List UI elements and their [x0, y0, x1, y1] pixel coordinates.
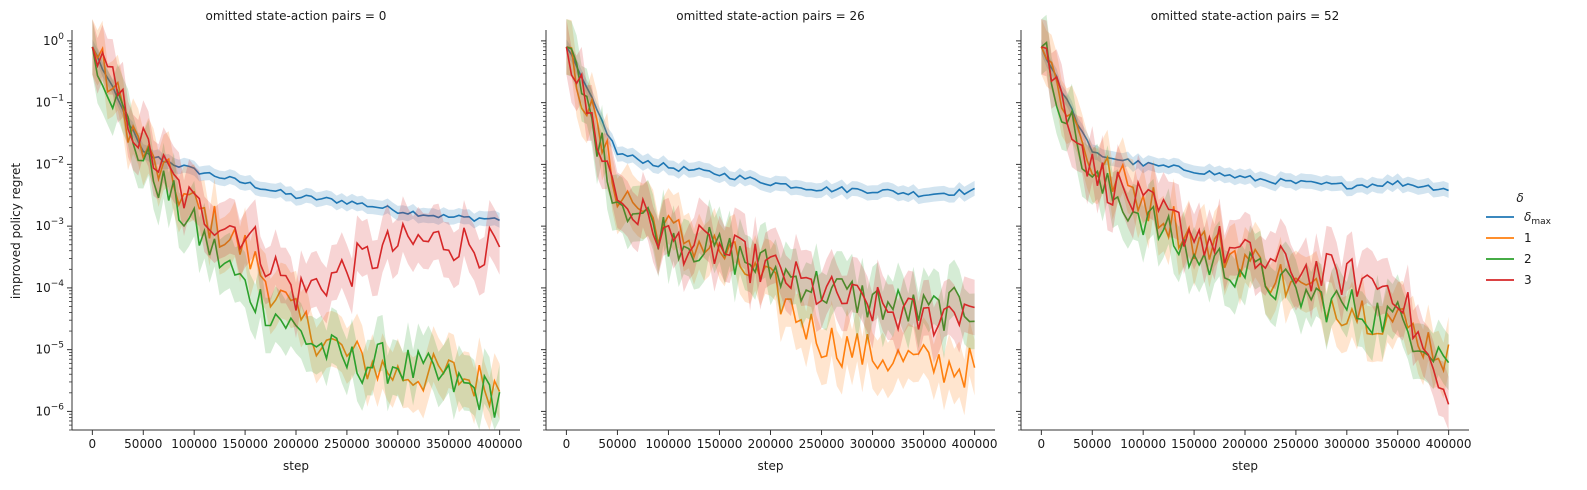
x-tick-label: 100000	[1120, 437, 1166, 451]
x-tick-label: 400000	[952, 437, 998, 451]
series-band-2	[566, 19, 975, 359]
series-band-3	[1041, 19, 1449, 430]
x-tick-label: 50000	[124, 437, 162, 451]
series-band-1	[92, 19, 500, 430]
series-band-2	[92, 19, 500, 430]
legend-label: 3	[1524, 273, 1532, 287]
x-tick-label: 300000	[375, 437, 421, 451]
legend-label: 2	[1524, 252, 1532, 266]
y-tick-label: 100	[43, 32, 64, 48]
legend-label: 1	[1524, 231, 1532, 245]
x-tick-label: 0	[563, 437, 571, 451]
x-axis-label: step	[1232, 459, 1258, 473]
panel-title: omitted state-action pairs = 26	[676, 9, 865, 23]
series-line-1	[566, 46, 976, 388]
panel-2: omitted state-action pairs = 52 0 50000 100…	[1016, 9, 1472, 473]
series-band-3	[566, 19, 975, 364]
x-tick-label: 250000	[1273, 437, 1319, 451]
panel-1: omitted state-action pairs = 26 0 50000 100…	[541, 9, 997, 473]
series-line-1	[1040, 46, 1450, 374]
y-tick-label: 10−2	[35, 155, 64, 171]
series-band-dmax	[92, 39, 500, 229]
x-tick-label: 200000	[748, 437, 794, 451]
x-axis-label: step	[283, 459, 309, 473]
panels-group: omitted state-action pairs = 00 50000 1000…	[35, 9, 1471, 473]
x-tick-label: 50000	[598, 437, 636, 451]
y-tick-label: 10−5	[35, 341, 64, 357]
x-tick-label: 100000	[171, 437, 217, 451]
series-line-3	[1041, 46, 1450, 405]
x-tick-label: 100000	[646, 437, 692, 451]
series-line-dmax	[1040, 46, 1449, 192]
panel-0: omitted state-action pairs = 0 0 50000 1000…	[35, 9, 522, 473]
legend-title: δ	[1516, 191, 1523, 205]
series-band-1	[566, 19, 975, 416]
x-tick-label: 350000	[426, 437, 472, 451]
y-tick-label: 10−1	[35, 94, 64, 110]
y-axis-label: improved policy regret	[9, 163, 23, 299]
x-tick-label: 50000	[1073, 437, 1111, 451]
y-tick-label: 10−4	[35, 279, 64, 295]
series-line-2	[566, 46, 975, 331]
series-line-3	[91, 46, 501, 311]
legend-label: δmax	[1524, 210, 1552, 227]
x-tick-label: 250000	[324, 437, 370, 451]
x-tick-label: 150000	[1171, 437, 1217, 451]
panel-title: omitted state-action pairs = 52	[1151, 9, 1340, 23]
y-tick-label: 10−3	[35, 217, 64, 233]
x-tick-label: 400000	[1426, 437, 1472, 451]
x-tick-label: 350000	[901, 437, 947, 451]
x-tick-label: 350000	[1375, 437, 1421, 451]
x-tick-label: 150000	[697, 437, 743, 451]
series-band-3	[92, 19, 500, 339]
x-tick-label: 0	[1038, 437, 1046, 451]
series-line-2	[91, 46, 501, 418]
x-tick-label: 200000	[1222, 437, 1268, 451]
x-tick-label: 250000	[799, 437, 845, 451]
x-tick-label: 300000	[1324, 437, 1370, 451]
x-tick-label: 400000	[477, 437, 523, 451]
x-tick-label: 200000	[273, 437, 319, 451]
series-band-dmax	[1041, 39, 1449, 198]
series-line-dmax	[91, 46, 500, 223]
series-line-3	[565, 46, 975, 338]
x-tick-label: 0	[89, 437, 97, 451]
series-band-1	[1041, 19, 1449, 399]
x-tick-label: 300000	[850, 437, 896, 451]
series-band-2	[1041, 14, 1449, 391]
x-tick-label: 150000	[222, 437, 268, 451]
y-tick-label: 10−6	[35, 402, 64, 418]
x-axis-label: step	[758, 459, 784, 473]
panel-title: omitted state-action pairs = 0	[206, 9, 387, 23]
series-line-dmax	[565, 46, 975, 198]
series-band-dmax	[566, 39, 975, 205]
series-line-2	[1040, 41, 1450, 364]
